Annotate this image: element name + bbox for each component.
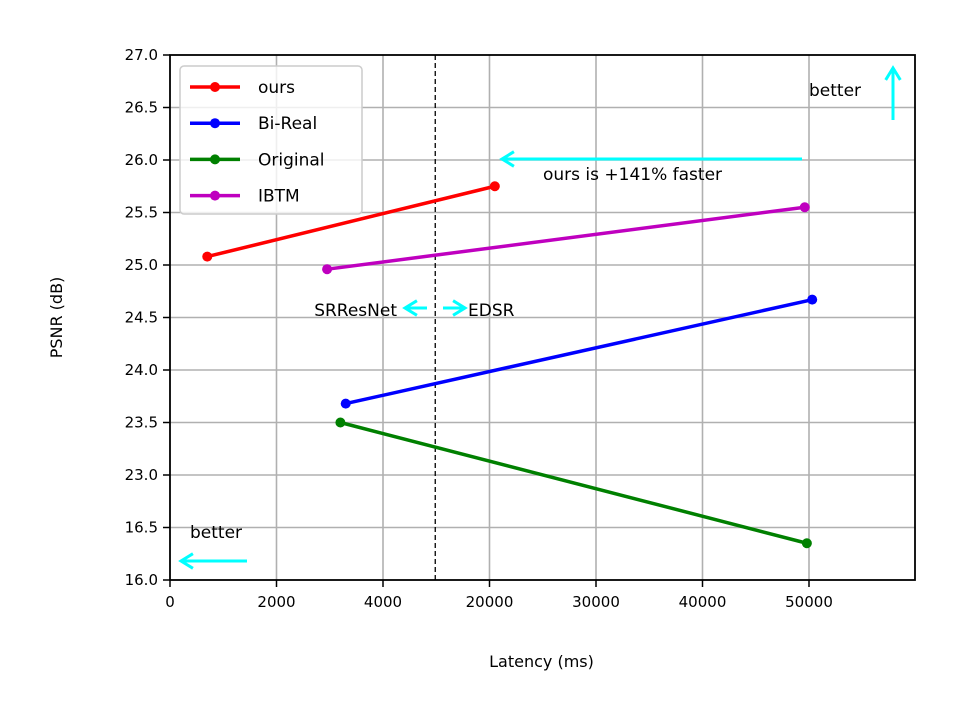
legend-marker [210,82,220,92]
x-tick-label: 20000 [466,593,514,611]
arrow-head [452,299,468,317]
y-tick-label: 23.5 [125,414,158,432]
y-axis-label: PSNR (dB) [47,277,66,359]
series-point [202,251,213,262]
series-point [335,417,346,428]
y-tick-label: 26.0 [125,151,158,169]
legend-marker [210,190,220,201]
legend-item: Bi-Real [190,114,317,134]
x-tick-label: 0 [165,593,175,611]
x-tick-label: 4000 [364,593,402,611]
series-point [322,264,333,275]
better-top-annotation: better [809,81,861,101]
series-line [326,205,805,271]
legend-item: IBTM [190,187,300,207]
legend-marker [210,118,220,129]
x-axis-label: Latency (ms) [489,652,594,671]
edsr-label: EDSR [468,301,515,321]
better-up-arrow [884,65,902,120]
series-group [202,181,818,549]
arrow-head [884,65,902,81]
series-line [345,297,813,406]
better-left-arrow [178,552,247,570]
speedup-annotation: ours is +141% faster [543,165,722,185]
x-tick-label: 40000 [679,593,727,611]
legend-box [179,65,363,215]
axis-ticks: 0 2000 4000 20000 30000 40000 50000 16.0 16.5 23.… [125,46,833,611]
srresnet-arrow [402,299,427,317]
legend-marker [210,154,220,165]
y-tick-label: 27.0 [125,46,158,64]
y-tick-label: 25.5 [125,204,158,222]
series-line [206,184,496,259]
speedup-arrow [499,150,802,168]
y-tick-label: 24.5 [125,309,158,327]
x-tick-label: 2000 [257,593,295,611]
y-tick-label: 25.0 [125,256,158,274]
legend-label: Original [258,150,325,170]
arrow-head [178,552,194,570]
y-tick-label: 23.0 [125,466,158,484]
series-point [801,538,812,549]
arrow-head [402,299,418,317]
series-point [799,202,810,213]
y-tick-label: 26.5 [125,99,158,117]
edsr-arrow [443,299,468,317]
series-point [340,398,351,409]
y-tick-label: 24.0 [125,361,158,379]
x-tick-label: 30000 [572,593,620,611]
arrow-head [499,150,515,168]
legend-label: Bi-Real [258,114,317,134]
series-line [339,420,808,545]
legend: ours Bi-Real Original IBTM [179,65,363,215]
x-tick-label: 50000 [785,593,833,611]
series-point [489,181,500,192]
legend-label: ours [258,78,295,98]
better-bottom-annotation: better [190,523,242,543]
series-point [807,294,818,305]
legend-label: IBTM [258,187,300,207]
y-tick-label: 16.0 [125,571,158,589]
legend-item: Original [190,150,325,170]
srresnet-label: SRResNet [314,301,397,321]
y-tick-label: 16.5 [125,519,158,537]
legend-item: ours [190,78,295,98]
annotations: ours is +141% faster better better SRRes… [178,65,902,570]
